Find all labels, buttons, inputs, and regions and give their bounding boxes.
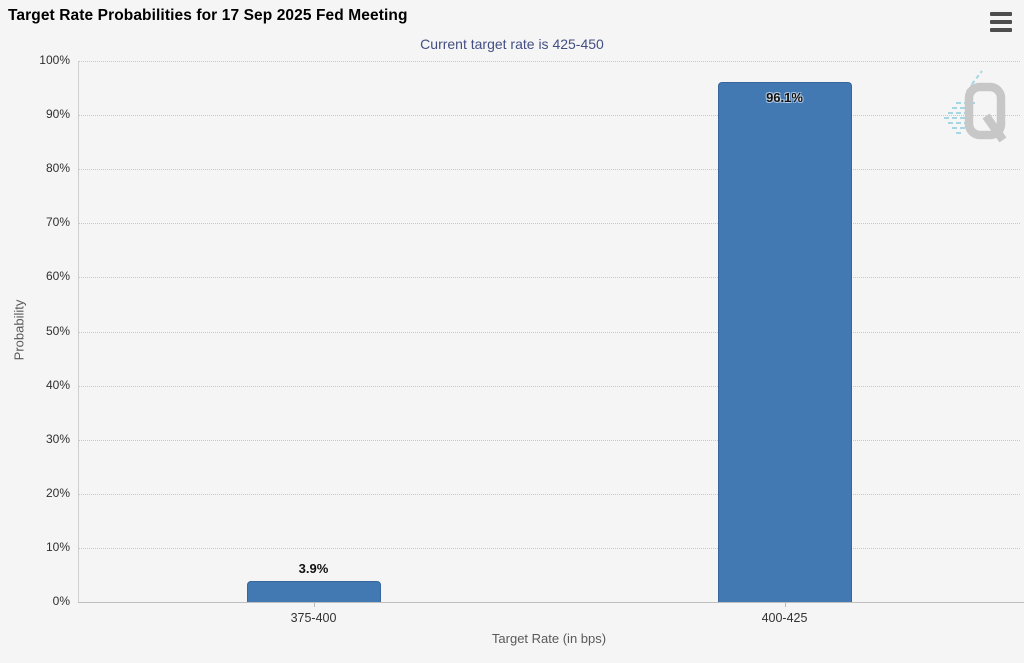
y-tick-0%: 0%: [52, 594, 70, 608]
bar-375-400[interactable]: [246, 581, 381, 602]
y-tick-10%: 10%: [45, 539, 70, 554]
gridline-70%: [78, 223, 1020, 225]
y-tick-90%: 90%: [45, 107, 70, 122]
gridline-20%: [78, 493, 1020, 495]
hamburger-bar: [990, 12, 1012, 16]
gridline-100%: [78, 61, 1020, 62]
gridline-40%: [78, 385, 1020, 387]
x-axis-line: [78, 602, 1024, 603]
plot-area: 3.9% 96.1%: [78, 61, 1024, 603]
gridline-90%: [78, 115, 1020, 117]
x-tickmark-400-425: [784, 602, 786, 607]
bar-400-425[interactable]: [717, 82, 852, 602]
x-axis-title: Target Rate (in bps): [491, 631, 607, 646]
x-tick-375-400: 375-400: [290, 611, 337, 625]
gridline-80%: [78, 169, 1020, 171]
y-tick-70%: 70%: [45, 215, 70, 230]
hamburger-menu-icon[interactable]: [990, 12, 1012, 32]
bar-value-label-400-425: 96.1%: [766, 90, 803, 105]
chart-subtitle: Current target rate is 425-450: [420, 36, 604, 52]
y-tick-20%: 20%: [45, 485, 70, 500]
gridline-30%: [78, 439, 1020, 441]
y-tick-60%: 60%: [45, 269, 70, 284]
bar-value-label-375-400: 3.9%: [298, 561, 329, 576]
hamburger-bar: [990, 20, 1012, 24]
gridline-50%: [78, 331, 1020, 333]
hamburger-bar: [990, 28, 1012, 32]
x-tickmark-375-400: [313, 602, 315, 607]
y-tick-80%: 80%: [45, 161, 70, 176]
y-tick-50%: 50%: [45, 323, 70, 338]
x-tick-400-425: 400-425: [761, 611, 808, 625]
y-tick-40%: 40%: [45, 377, 70, 392]
chart-title: Target Rate Probabilities for 17 Sep 202…: [8, 7, 408, 24]
gridline-10%: [78, 547, 1020, 549]
y-tick-30%: 30%: [45, 431, 70, 446]
y-tick-100%: 100%: [39, 53, 70, 67]
y-axis-line: [78, 61, 79, 602]
gridline-60%: [78, 277, 1020, 279]
